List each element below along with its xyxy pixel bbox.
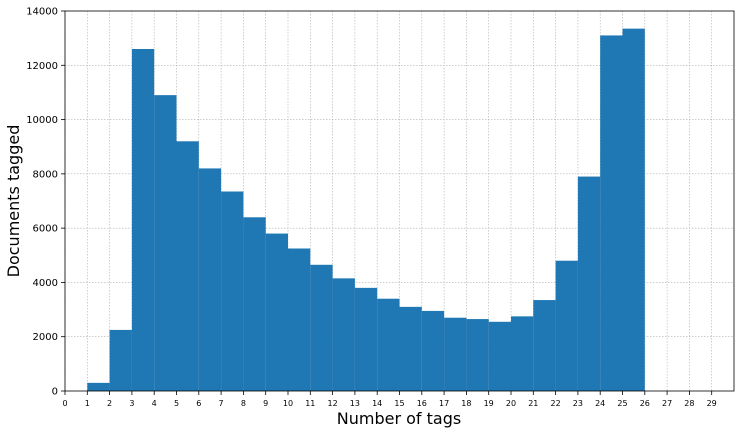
histogram-bar <box>288 248 311 391</box>
y-tick-label: 14000 <box>26 7 58 18</box>
x-tick-label: 8 <box>241 399 246 408</box>
x-tick-label: 10 <box>283 399 293 408</box>
histogram-bar <box>622 28 645 392</box>
histogram-bar <box>488 321 511 391</box>
x-tick-label: 22 <box>551 399 561 408</box>
histogram-bar <box>511 316 534 391</box>
x-axis-label: Number of tags <box>337 409 461 428</box>
bars <box>87 28 645 392</box>
x-tick-label: 25 <box>617 399 627 408</box>
histogram-bar <box>265 233 288 391</box>
y-tick-label: 12000 <box>26 61 58 72</box>
y-tick-label: 0 <box>52 387 58 398</box>
x-tick-label: 29 <box>707 399 717 408</box>
y-tick-label: 6000 <box>33 224 58 235</box>
x-tick-label: 18 <box>461 399 471 408</box>
y-tick-label: 2000 <box>33 332 58 343</box>
y-axis-ticks: 0 2000 4000 6000 8000 10000 12000 14000 <box>26 7 65 398</box>
histogram-bar <box>533 300 556 391</box>
histogram-bar <box>198 168 222 391</box>
x-tick-label: 17 <box>439 399 449 408</box>
histogram-bar <box>131 49 155 391</box>
x-tick-label: 2 <box>107 399 112 408</box>
x-tick-label: 0 <box>62 399 67 408</box>
x-tick-label: 4 <box>152 399 157 408</box>
x-tick-label: 1 <box>85 399 90 408</box>
x-tick-label: 20 <box>506 399 516 408</box>
histogram-bar <box>466 319 489 391</box>
x-tick-label: 26 <box>640 399 650 408</box>
histogram-bar <box>421 310 445 391</box>
x-tick-label: 24 <box>595 399 605 408</box>
histogram-bar <box>310 264 333 391</box>
x-tick-label: 5 <box>174 399 179 408</box>
histogram-bar <box>600 35 623 392</box>
x-tick-label: 9 <box>263 399 268 408</box>
y-tick-label: 4000 <box>33 278 58 289</box>
x-axis-ticks: 0 1 2 3 4 5 6 7 8 9 10 11 12 13 14 15 16 17 18 19 20 21 22 23 24… <box>62 391 717 408</box>
x-tick-label: 13 <box>350 399 360 408</box>
histogram-bar <box>332 278 355 391</box>
histogram-bar <box>176 141 199 391</box>
histogram-bar <box>377 298 400 391</box>
y-axis-label: Documents tagged <box>4 125 23 278</box>
histogram-bar <box>354 287 378 391</box>
x-tick-label: 6 <box>196 399 201 408</box>
x-tick-label: 27 <box>662 399 672 408</box>
histogram-bar <box>444 317 467 391</box>
histogram-bar <box>555 260 578 391</box>
histogram-bar <box>87 382 110 391</box>
x-tick-label: 28 <box>684 399 694 408</box>
histogram-bar <box>221 191 244 391</box>
y-tick-label: 8000 <box>33 169 58 180</box>
x-tick-label: 11 <box>305 399 315 408</box>
x-tick-label: 15 <box>394 399 404 408</box>
x-tick-label: 19 <box>484 399 494 408</box>
x-tick-label: 21 <box>528 399 538 408</box>
histogram-bar <box>154 95 177 392</box>
histogram-bar <box>577 176 601 391</box>
histogram-bar <box>243 217 266 391</box>
x-tick-label: 14 <box>372 399 382 408</box>
x-tick-label: 7 <box>219 399 224 408</box>
histogram-bar <box>109 329 132 391</box>
x-tick-label: 16 <box>417 399 427 408</box>
x-tick-label: 3 <box>129 399 134 408</box>
x-tick-label: 23 <box>573 399 583 408</box>
histogram-bar <box>399 306 422 391</box>
x-tick-label: 12 <box>328 399 338 408</box>
y-tick-label: 10000 <box>26 115 58 126</box>
